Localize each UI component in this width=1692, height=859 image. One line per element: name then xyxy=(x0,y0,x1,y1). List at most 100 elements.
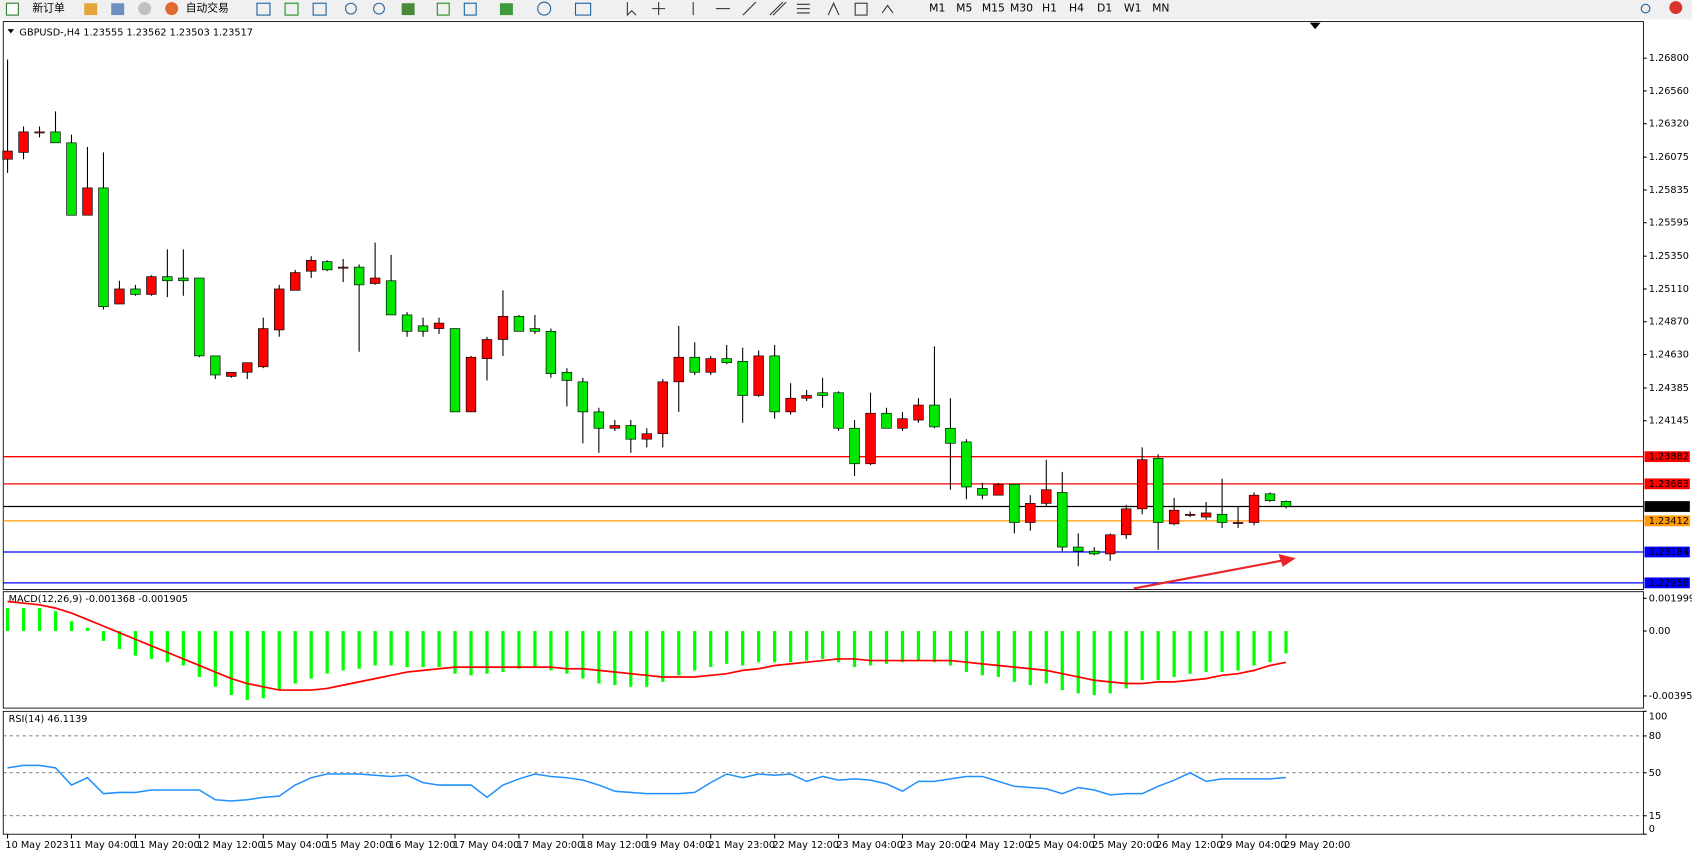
macd-signal xyxy=(7,600,1287,691)
y-tick-label: 1.24630 xyxy=(1649,350,1689,361)
candle-body xyxy=(2,150,13,160)
candle-body xyxy=(545,330,557,374)
new-order-button[interactable]: 新订单 xyxy=(32,2,65,15)
candle-body xyxy=(162,276,173,282)
toolbar-icon[interactable] xyxy=(84,3,98,16)
candle-body xyxy=(1136,459,1148,510)
toolbar-icon[interactable] xyxy=(401,3,415,16)
x-tick-label: 23 May 04:00 xyxy=(836,840,902,851)
y-tick-label: 1.26320 xyxy=(1649,119,1689,130)
x-tick-label: 12 May 12:00 xyxy=(197,840,263,851)
x-tick-label: 22 May 12:00 xyxy=(772,840,838,851)
timeframe-button[interactable]: W1 xyxy=(1124,2,1142,15)
y-tick-label: -0.003958 xyxy=(1649,691,1692,702)
timeframe-button[interactable]: M5 xyxy=(956,2,972,15)
x-tick-label: 25 May 04:00 xyxy=(1028,840,1094,851)
candle-body xyxy=(577,381,589,413)
candle-body xyxy=(1152,457,1164,523)
candle-body xyxy=(513,315,525,332)
candle-body xyxy=(945,427,956,444)
candle-body xyxy=(641,433,652,440)
timeframe-button[interactable]: MN xyxy=(1152,2,1169,15)
candle-body xyxy=(401,314,413,332)
auto-trading-icon[interactable] xyxy=(165,2,179,16)
candle-body xyxy=(18,131,29,153)
candle-body xyxy=(82,187,93,216)
templates-icon[interactable] xyxy=(574,2,592,16)
candle-body xyxy=(561,371,573,381)
candle-body xyxy=(114,288,125,305)
timeframe-button[interactable]: H1 xyxy=(1042,2,1057,15)
timeframe-button[interactable]: M30 xyxy=(1010,2,1033,15)
candle-body xyxy=(1232,522,1244,524)
candle-body xyxy=(689,356,700,373)
timeframe-button[interactable]: D1 xyxy=(1097,2,1112,15)
toolbar-icon[interactable] xyxy=(111,3,125,16)
auto-trading-button[interactable]: 自动交易 xyxy=(186,2,229,15)
candle-body xyxy=(1121,508,1132,536)
y-tick-label: 1.26560 xyxy=(1649,86,1689,97)
x-tick-label: 24 May 12:00 xyxy=(964,840,1030,851)
label-icon[interactable] xyxy=(854,2,868,16)
toolbar-icon[interactable] xyxy=(284,2,299,16)
macd-header: MACD(12,26,9) -0.001368 -0.001905 xyxy=(9,594,188,605)
macd-panel xyxy=(2,591,1644,709)
candle-body xyxy=(1089,550,1100,555)
candle-body xyxy=(242,362,253,373)
x-tick-label: 17 May 20:00 xyxy=(517,840,583,851)
x-tick-label: 15 May 04:00 xyxy=(261,840,327,851)
candle-body xyxy=(226,371,237,377)
channel-icon[interactable] xyxy=(769,1,787,16)
candle-body xyxy=(865,412,876,465)
toolbar-icon[interactable] xyxy=(463,2,477,16)
trendline-icon[interactable] xyxy=(742,1,757,16)
candle-body xyxy=(929,404,940,428)
timeframe-button[interactable]: M1 xyxy=(929,2,945,15)
text-icon[interactable] xyxy=(827,1,840,16)
x-tick-label: 29 May 04:00 xyxy=(1220,840,1286,851)
candle-body xyxy=(817,392,828,396)
symbol-menu-arrow[interactable] xyxy=(7,29,15,34)
price-tag-label: 1.23184 xyxy=(1649,547,1689,558)
candle-body xyxy=(1216,513,1228,523)
candle-body xyxy=(737,361,748,396)
fibo-icon[interactable] xyxy=(796,3,810,14)
main-panel xyxy=(2,21,1644,590)
candle-body xyxy=(210,355,221,376)
candle-body xyxy=(1073,546,1084,552)
crosshair-icon[interactable] xyxy=(652,2,666,16)
candle-body xyxy=(1168,509,1180,525)
y-tick-label: 80 xyxy=(1649,731,1661,742)
periods-icon[interactable] xyxy=(537,1,552,16)
timeframe-button[interactable]: H4 xyxy=(1069,2,1084,15)
toolbar-icon[interactable] xyxy=(436,2,450,16)
candle-body xyxy=(529,328,541,332)
candle-body xyxy=(1280,501,1292,507)
candle-body xyxy=(785,397,796,413)
candle-body xyxy=(321,261,333,271)
new-order-icon[interactable] xyxy=(5,2,19,16)
timeframe-button[interactable]: M15 xyxy=(982,2,1005,15)
zoom-in-icon[interactable] xyxy=(344,2,357,15)
candle-body xyxy=(417,325,429,332)
x-tick-label: 11 May 04:00 xyxy=(69,840,135,851)
zoom-out-icon[interactable] xyxy=(373,2,385,15)
indicators-icon[interactable] xyxy=(499,3,513,16)
candle-body xyxy=(337,266,349,269)
x-tick-label: 23 May 20:00 xyxy=(900,840,966,851)
rsi-header: RSI(14) 46.1139 xyxy=(9,714,88,725)
toolbar-icon[interactable] xyxy=(138,2,152,16)
toolbar-icon[interactable] xyxy=(312,2,327,16)
candle-body xyxy=(1248,494,1260,523)
arrows-icon[interactable] xyxy=(881,4,894,14)
candle-body xyxy=(1057,492,1068,548)
notification-icon[interactable] xyxy=(1669,1,1683,15)
search-icon[interactable] xyxy=(1640,3,1651,14)
price-tag xyxy=(1644,515,1690,527)
toolbar-icon[interactable] xyxy=(256,2,271,16)
y-tick-label: 1.24145 xyxy=(1649,416,1689,427)
candle-body xyxy=(178,277,189,282)
cursor-icon[interactable] xyxy=(626,2,637,17)
